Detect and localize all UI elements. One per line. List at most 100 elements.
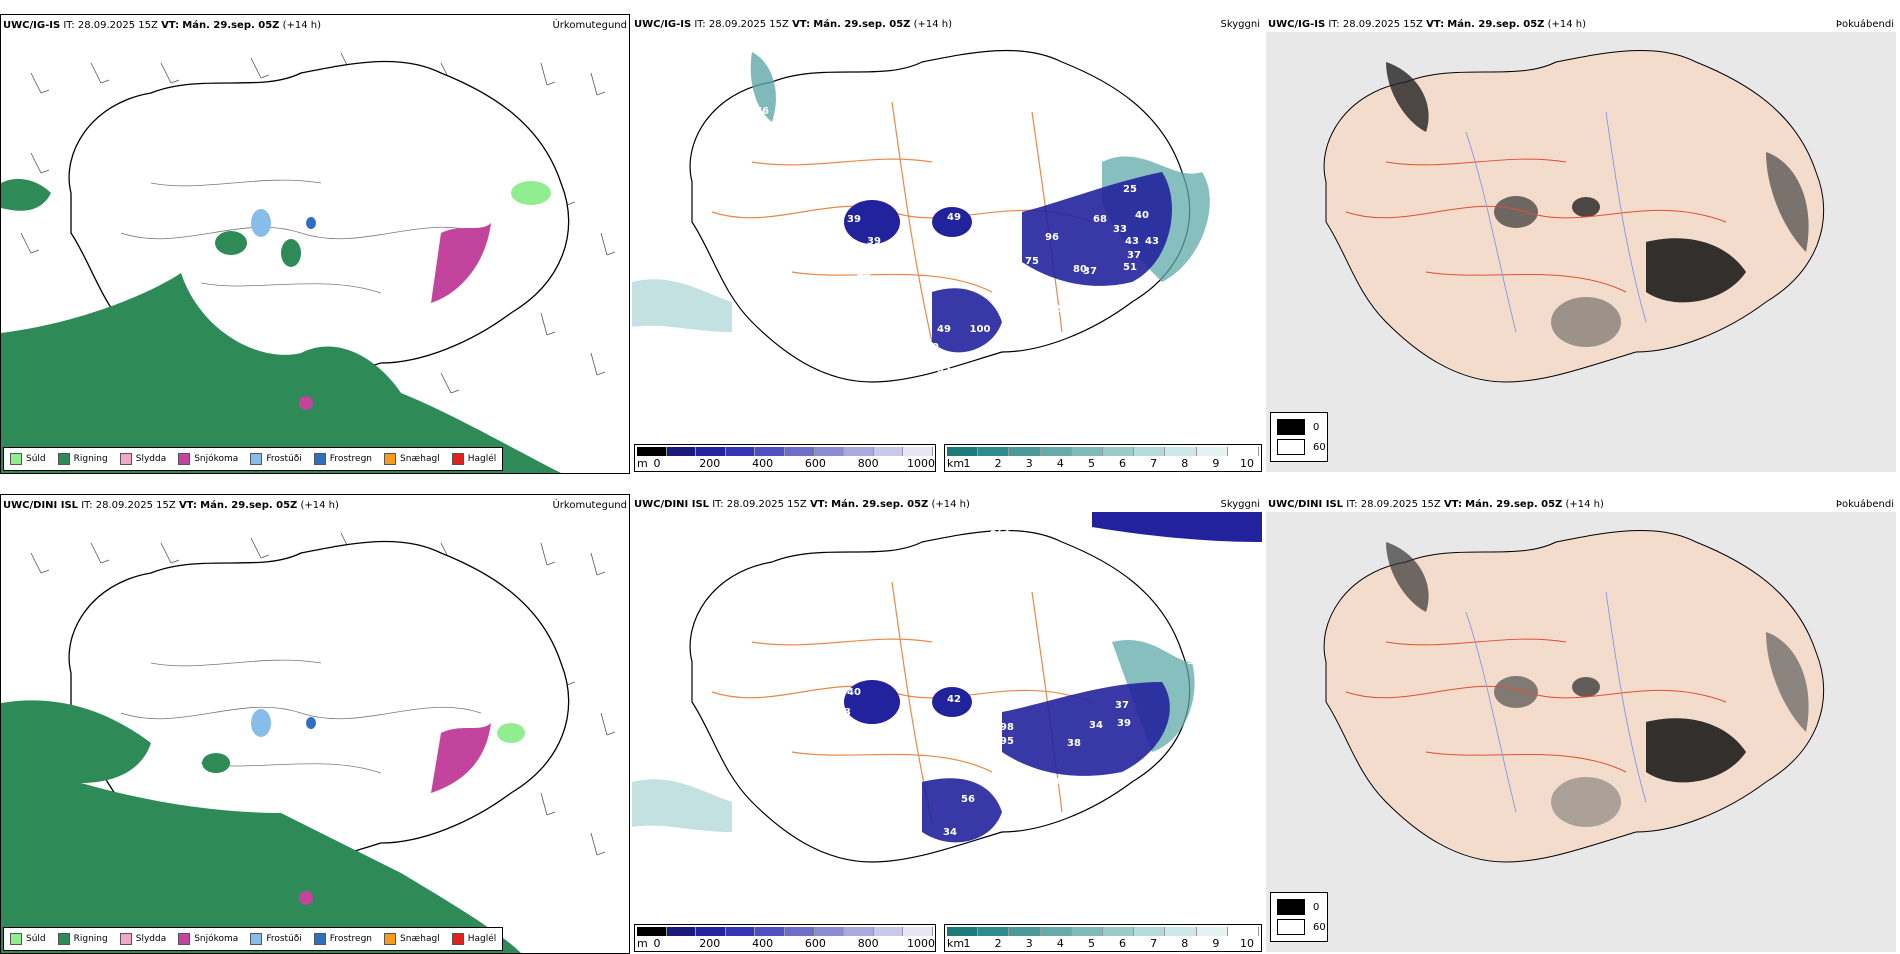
legend-item: Haglél [451, 453, 496, 465]
legend-label: Frostúði [266, 454, 302, 464]
scale-swatch [844, 927, 874, 936]
cloud-center [932, 207, 972, 237]
scale-ticks: 1 2 3 4 5 6 7 8 9 10 [945, 457, 1261, 470]
drizzle-patch [497, 723, 525, 743]
fog-spot [1494, 196, 1538, 228]
legend-item: Snjókoma [178, 933, 238, 945]
fog-swatch [1277, 439, 1305, 455]
scale-unit: km [947, 937, 965, 950]
legend-label: Frostúði [266, 934, 302, 944]
cloud-sea-north [1092, 512, 1262, 542]
init-time: IT: 28.09.2025 15Z [1346, 499, 1441, 510]
valid-time: Mán. 29.sep. 05Z [831, 499, 929, 510]
rain-south [1, 273, 561, 473]
scale-swatch [755, 447, 785, 456]
cloud-base-label: 40 [1135, 210, 1149, 221]
vt-label: VT: [809, 499, 828, 510]
legend-swatch [384, 933, 397, 945]
scale-tick: 8 [1181, 937, 1189, 950]
cloud-base-label: 49 [937, 324, 951, 335]
panel-title: Úrkomutegund [552, 500, 627, 511]
road-network [1345, 158, 1727, 293]
cloud-base-label: 43 [837, 707, 851, 718]
model-name: UWC/DINI ISL [634, 499, 710, 510]
scale-swatch [947, 927, 979, 936]
cloud-base-label: 64 [797, 724, 811, 735]
cloud-base-label: 33 [1113, 224, 1127, 235]
cloud-base-label: 42 [947, 694, 961, 705]
scale-tick: 200 [699, 457, 721, 470]
scale-tick: 2 [994, 457, 1002, 470]
scale-ticks: 0 200 400 600 800 1000 [635, 457, 936, 470]
legend-swatch [178, 453, 191, 465]
cloud-base-label: 100 [970, 324, 991, 335]
fog-spot-2 [1572, 197, 1600, 217]
panel-header: UWC/DINI ISL IT: 28.09.2025 15Z VT: Mán.… [632, 498, 1262, 512]
cloud-east [1022, 172, 1172, 286]
cloud-base-label: 37 [1115, 700, 1129, 711]
scale-swatch [637, 447, 667, 456]
vis-teal-sea [632, 779, 732, 832]
legend-swatch [178, 933, 191, 945]
scale-swatch [947, 447, 979, 456]
legend-item: Frostúði [250, 453, 302, 465]
cloud-base-label: 37 [1127, 250, 1141, 261]
cloud-base-label: 141 [962, 522, 983, 533]
cloud-base-label: 43 [1145, 236, 1159, 247]
ptype-legend: Súld Rigning Slydda Snjókoma Frostúði Frostre… [3, 927, 504, 951]
cloud-base-label: 43 [1125, 236, 1139, 247]
legend-label: Snjókoma [194, 934, 239, 944]
legend-item: Haglél [451, 933, 496, 945]
scale-tick: 2 [994, 937, 1002, 950]
scale-swatch [1165, 447, 1197, 456]
panel-header: UWC/IG-IS IT: 28.09.2025 15Z VT: Mán. 29… [632, 18, 1262, 32]
valid-time: Mán. 29.sep. 05Z [813, 19, 911, 30]
cloud-west [844, 200, 900, 244]
init-time: IT: 28.09.2025 15Z [63, 20, 158, 31]
scale-colors [947, 927, 1260, 936]
cloud-base-label: 34 [1089, 720, 1103, 731]
scale-tick: 8 [1181, 457, 1189, 470]
visibility-map: 3939495844100495036359680753750683343375… [632, 49, 1210, 383]
sleet-patch [299, 891, 313, 905]
scale-colors [637, 447, 933, 456]
scale-swatch [1196, 927, 1228, 936]
legend-item: Frostregn [313, 933, 373, 945]
scale-swatch [755, 927, 785, 936]
freezing-patch [251, 709, 271, 737]
scale-swatch [903, 447, 933, 456]
scale-swatch [1071, 927, 1104, 936]
panel-title: Skyggni [1220, 499, 1260, 510]
legend-swatch [57, 933, 70, 945]
scale-swatch [725, 927, 756, 936]
legend-swatch [250, 453, 263, 465]
legend-swatch [451, 453, 464, 465]
legend-swatch [313, 453, 326, 465]
legend-item: Snæhagl [384, 453, 440, 465]
cloud-base-label: 171 [990, 524, 1011, 535]
scale-tick: 400 [752, 937, 774, 950]
init-time: IT: 28.09.2025 15Z [81, 500, 176, 511]
model-name: UWC/DINI ISL [3, 500, 79, 511]
cloud-base-label: 135 [934, 520, 955, 531]
visibility-scale: km 1 2 3 4 5 6 7 8 9 10 [944, 924, 1262, 952]
cloud-base-label: 103 [755, 584, 776, 595]
fog-spot [1494, 676, 1538, 708]
cloud-base-label: 58 [813, 242, 827, 253]
valid-time: Mán. 29.sep. 05Z [1465, 499, 1563, 510]
valid-time: Mán. 29.sep. 05Z [182, 20, 280, 31]
legend-label: Slydda [135, 454, 167, 464]
legend-label: Frostregn [329, 934, 373, 944]
lead-time: (+14 h) [282, 20, 322, 31]
cloud-south [932, 288, 1002, 353]
fog-panel-ig: UWC/IG-IS IT: 28.09.2025 15Z VT: Mán. 29… [1266, 14, 1896, 474]
cloud-base-label: 82 [983, 757, 997, 768]
scale-ticks: 0 200 400 600 800 1000 [635, 937, 936, 950]
cloud-base-label: 38 [1187, 656, 1201, 667]
scale-unit: m [637, 937, 648, 950]
panel-title: Þokuábendi [1835, 499, 1894, 510]
valid-time: Mán. 29.sep. 05Z [1447, 19, 1545, 30]
legend-swatch [119, 453, 132, 465]
scale-tick: 4 [1056, 457, 1064, 470]
